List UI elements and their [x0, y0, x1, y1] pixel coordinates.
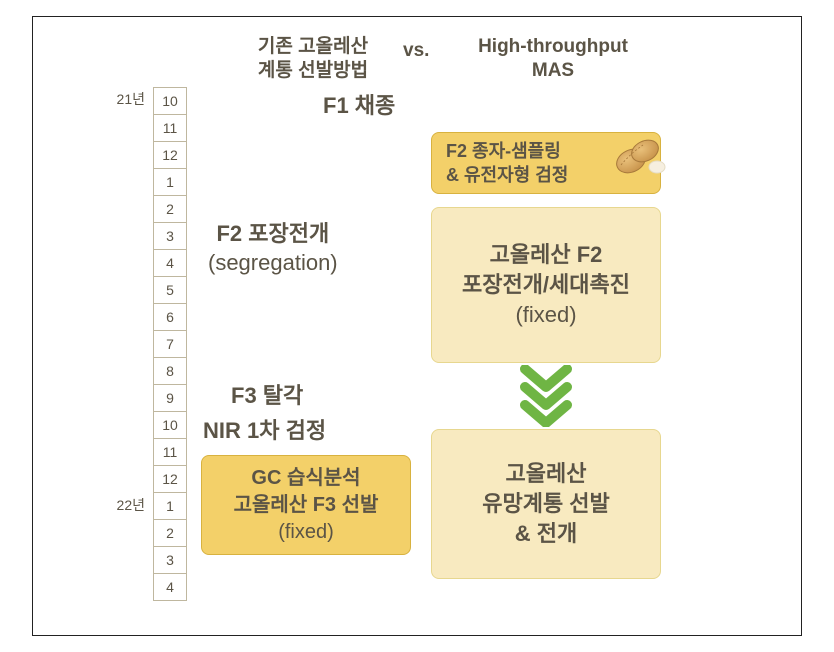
month-cell: 8: [153, 357, 187, 385]
month-cell: 7: [153, 330, 187, 358]
month-cell: 4: [153, 573, 187, 601]
header-right-line1: High-throughput: [443, 35, 663, 59]
month-cell: 12: [153, 141, 187, 169]
header-left-line2: 계통 선발방법: [228, 59, 398, 83]
month-cell: 12: [153, 465, 187, 493]
f2r-line1: 고올레산 F2: [490, 240, 603, 270]
diagram-frame: 기존 고올레산 계통 선발방법 vs. High-throughput MAS …: [32, 16, 802, 636]
month-cell: 2: [153, 195, 187, 223]
gc-line2: 고올레산 F3 선발: [234, 492, 379, 519]
month-cell: 3: [153, 546, 187, 574]
month-cell: 1: [153, 168, 187, 196]
header-vs: vs.: [403, 39, 429, 63]
f2r-line3: (fixed): [515, 300, 576, 330]
month-cell: 10: [153, 87, 187, 115]
gc-box: GC 습식분석 고올레산 F3 선발 (fixed): [201, 455, 411, 555]
month-cell: 9: [153, 384, 187, 412]
header-left-line1: 기존 고올레산: [228, 35, 398, 59]
year-label-2: 22년: [105, 495, 145, 515]
month-cell: 3: [153, 222, 187, 250]
sel-line3: & 전개: [515, 519, 577, 549]
month-cell: 5: [153, 276, 187, 304]
f2-left-line2: (segregation): [208, 249, 338, 278]
f2r-line2: 포장전개/세대촉진: [462, 270, 630, 300]
gc-line1: GC 습식분석: [251, 465, 360, 492]
nir-left: NIR 1차 검정: [203, 417, 326, 446]
sampling-line2: & 유전자형 검정: [446, 163, 568, 187]
f2-left-line1: F2 포장전개: [208, 220, 338, 249]
select-box: 고올레산 유망계통 선발 & 전개: [431, 429, 661, 579]
gc-line3: (fixed): [278, 519, 334, 546]
f1-label: F1 채종: [323, 92, 395, 121]
month-cell: 6: [153, 303, 187, 331]
chevron-down-icon: [519, 365, 573, 427]
year-label-1: 21년: [105, 89, 145, 109]
diagram-content: 기존 고올레산 계통 선발방법 vs. High-throughput MAS …: [33, 17, 801, 635]
header-right-line2: MAS: [443, 59, 663, 83]
peanut-icon: [613, 135, 667, 179]
month-cell: 4: [153, 249, 187, 277]
f2-left: F2 포장전개 (segregation): [208, 220, 338, 277]
sel-line1: 고올레산: [506, 459, 587, 489]
month-cell: 10: [153, 411, 187, 439]
sampling-line1: F2 종자-샘플링: [446, 139, 561, 163]
month-cell: 1: [153, 492, 187, 520]
month-cell: 11: [153, 438, 187, 466]
sel-line2: 유망계통 선발: [482, 489, 610, 519]
f2-right-box: 고올레산 F2 포장전개/세대촉진 (fixed): [431, 207, 661, 363]
month-cell: 2: [153, 519, 187, 547]
f3-left-line1: F3 탈각: [231, 382, 303, 411]
header-right: High-throughput MAS: [443, 35, 663, 83]
header-left: 기존 고올레산 계통 선발방법: [228, 35, 398, 83]
month-cell: 11: [153, 114, 187, 142]
timeline: 1011121234567891011121234: [153, 87, 187, 601]
